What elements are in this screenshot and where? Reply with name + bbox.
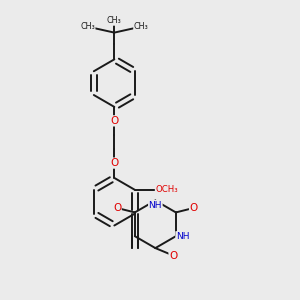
Text: NH: NH (176, 232, 189, 241)
Text: CH₃: CH₃ (107, 16, 122, 25)
Text: CH₃: CH₃ (134, 22, 148, 31)
Text: NH: NH (148, 200, 162, 209)
Text: O: O (113, 203, 121, 213)
Text: O: O (110, 116, 118, 126)
Text: O: O (169, 250, 177, 260)
Text: O: O (190, 203, 198, 213)
Text: O: O (110, 158, 118, 168)
Text: OCH₃: OCH₃ (155, 185, 178, 194)
Text: CH₃: CH₃ (80, 22, 95, 31)
